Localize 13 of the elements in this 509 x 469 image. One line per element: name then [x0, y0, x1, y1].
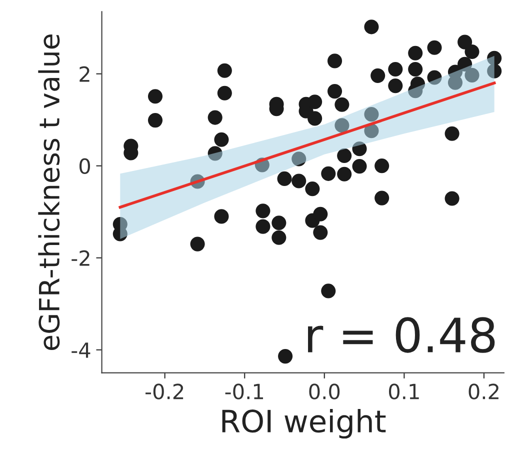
y-tick-label: 0 — [80, 158, 90, 174]
x-tick-label: 0.1 — [388, 384, 419, 400]
x-axis-title: ROI weight — [222, 408, 386, 439]
line-series — [118, 82, 496, 209]
y-axis-title: eGFR-thickness t value — [38, 34, 60, 350]
x-tick-label: -0.1 — [225, 384, 264, 400]
x-tick-label: -0.2 — [146, 384, 184, 400]
y-tick-label: -4 — [72, 342, 90, 358]
x-tick-label: 0.0 — [309, 384, 340, 400]
x-tick-label: 0.2 — [468, 384, 498, 400]
y-tick-label: -2 — [72, 250, 90, 266]
annotation: r = 0.48 — [308, 317, 495, 353]
y-tick-label: 2 — [80, 66, 90, 82]
